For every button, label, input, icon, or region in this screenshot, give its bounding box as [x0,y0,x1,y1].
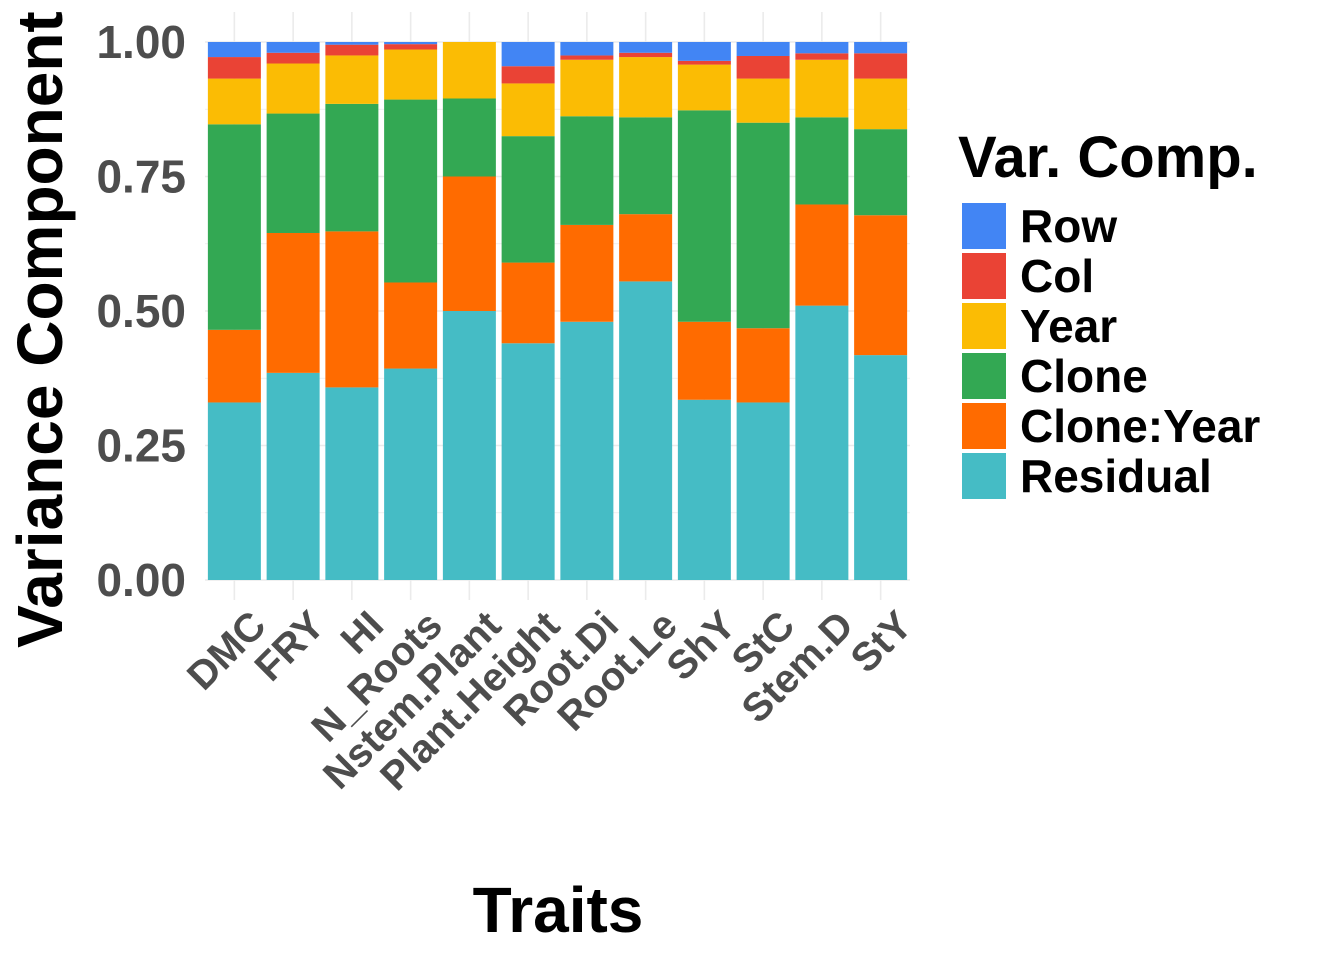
bar-segment-year [325,55,379,104]
bar-segment-year [501,83,555,137]
x-tick-label: StY [843,603,921,681]
bar-segment-clone-year [501,262,555,344]
bar-segment-col [677,60,731,65]
bar-segment-clone-year [207,329,261,403]
legend-key-clone-year [962,403,1006,449]
legend-key-residual [962,453,1006,499]
bar-segment-residual [736,402,790,580]
bar-segment-row [795,42,849,54]
bar-segment-col [384,44,438,50]
bar-segment-col [854,53,908,79]
bar-segment-residual [677,399,731,580]
bar-segment-residual [795,305,849,580]
bar-segment-residual [560,321,614,580]
legend-key-clone [962,353,1006,399]
legend-label-year: Year [1020,300,1117,352]
x-tick-label: FRY [247,603,334,690]
bar-segment-clone [854,129,908,216]
bar-segment-clone [677,110,731,322]
bar-segment-col [325,44,379,56]
legend-key-col [962,253,1006,299]
legend: Var. Comp. RowColYearCloneClone:YearResi… [958,125,1260,502]
bar-segment-residual [207,402,261,580]
bar-segment-clone-year [325,231,379,388]
y-tick-label: 1.00 [96,16,186,68]
bar-segment-year [207,78,261,125]
bar-segment-residual [442,311,496,580]
bar-segment-clone [207,124,261,330]
bar-segment-col [736,55,790,79]
bar-segment-residual [384,368,438,580]
bar-segment-col [560,55,614,60]
bar-segment-residual [854,355,908,580]
bar-segment-residual [501,343,555,580]
bar-segment-clone [501,136,555,263]
bar-segment-clone [384,99,438,283]
bar-segment-year [384,49,438,100]
bar-segment-clone [736,122,790,329]
bar-segment-row [854,42,908,54]
bar-segment-clone [325,103,379,232]
y-axis-title: Variance Component ( [4,0,76,648]
legend-key-year [962,303,1006,349]
bar-segment-residual [266,372,320,580]
bar-segment-clone [266,113,320,233]
bar-segment-col [266,52,320,64]
bar-segment-col [619,52,673,58]
bar-segment-clone-year [560,224,614,322]
bar-segment-residual [325,387,379,580]
bar-segment-residual [619,281,673,580]
bar-segment-row [736,42,790,56]
bar-segment-row [266,42,320,53]
legend-label-row: Row [1020,200,1117,252]
bar-segment-clone-year [384,282,438,369]
bar-segment-clone-year [854,215,908,356]
bar-segment-year [266,63,320,114]
y-tick-label: 0.25 [96,420,186,472]
bar-segment-col [207,57,261,79]
legend-label-col: Col [1020,250,1094,302]
bar-segment-row [207,42,261,58]
bar-segment-year [442,42,496,99]
bar-segment-year [560,59,614,117]
bar-segment-clone [560,116,614,225]
legend-label-residual: Residual [1020,450,1212,502]
bar-segment-row [384,42,438,45]
y-tick-label: 0.75 [96,151,186,203]
bar-segment-row [501,42,555,67]
bar-segment-row [677,42,731,61]
bar-segment-clone [442,98,496,177]
bar-segment-row [325,42,379,45]
bar-segment-clone-year [266,232,320,373]
bar-segment-row [560,42,614,56]
bar-segment-row [619,42,673,53]
y-tick-label: 0.00 [96,554,186,606]
bar-segment-year [619,57,673,118]
legend-key-row [962,203,1006,249]
bar-segment-clone-year [795,204,849,306]
bar-segment-clone-year [619,214,673,282]
y-tick-label: 0.50 [96,285,186,337]
bars [207,42,908,580]
bar-segment-year [736,78,790,123]
bar-segment-clone-year [677,321,731,400]
legend-title: Var. Comp. [958,125,1258,190]
bar-segment-clone-year [736,328,790,403]
x-axis-title: Traits [473,874,644,946]
bar-segment-col [501,66,555,84]
legend-label-clone: Clone [1020,350,1148,402]
bar-segment-clone [619,117,673,215]
legend-label-clone-year: Clone:Year [1020,400,1260,452]
bar-segment-year [677,64,731,111]
bar-segment-year [795,59,849,118]
bar-segment-col [795,53,849,60]
bar-segment-year [854,78,908,130]
bar-segment-clone-year [442,176,496,311]
bar-segment-clone [795,117,849,205]
y-axis-ticks: 0.00 0.25 0.50 0.75 1.00 [96,16,186,606]
